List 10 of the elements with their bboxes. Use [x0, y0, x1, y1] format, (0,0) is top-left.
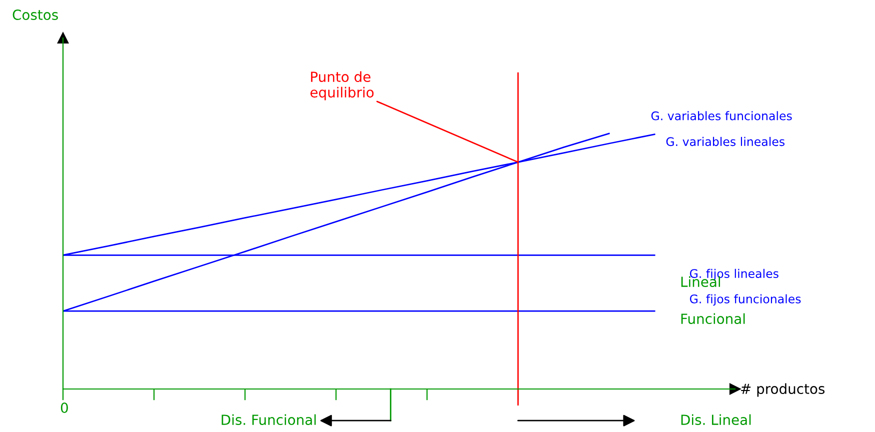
text: G. variables funcionales	[651, 111, 792, 120]
text: Costos	[12, 10, 58, 20]
text: Funcional	[681, 313, 745, 324]
series-label: G. variables lineales	[666, 136, 784, 146]
text: Punto de equilibrio	[310, 71, 374, 100]
text: 0	[60, 402, 68, 414]
text: Dis. Funcional	[222, 414, 316, 426]
x-axis-title: # productos	[741, 383, 825, 397]
text: G. fijos funcionales	[690, 294, 801, 306]
text: Dis. Lineal	[681, 414, 751, 426]
